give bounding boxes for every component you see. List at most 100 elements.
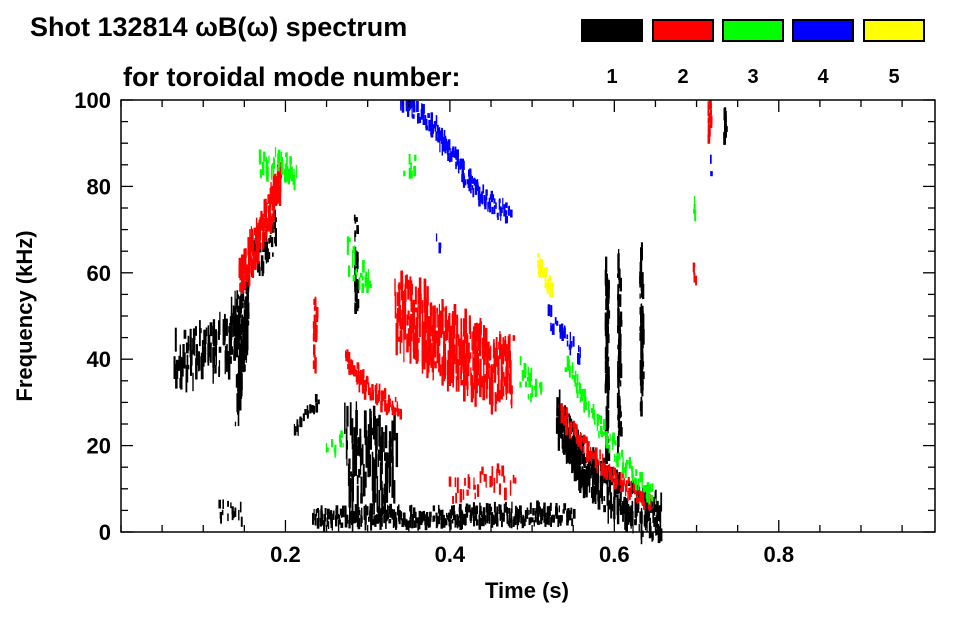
spectral-mark — [267, 248, 269, 263]
spectral-mark — [641, 313, 645, 331]
spectral-mark — [213, 352, 215, 374]
spectral-mark — [402, 291, 404, 318]
spectral-mark — [579, 347, 581, 358]
spectral-mark — [411, 516, 414, 529]
spectral-mark — [407, 281, 411, 290]
spectral-mark — [273, 221, 275, 233]
spectral-mark — [563, 503, 567, 511]
spectral-mark — [309, 405, 313, 412]
spectral-mark — [695, 275, 697, 286]
spectral-mark — [418, 305, 421, 337]
spectral-mark — [503, 503, 506, 513]
spectral-mark — [174, 327, 177, 352]
spectral-mark — [526, 376, 530, 382]
spectral-mark — [338, 515, 341, 520]
spectral-mark — [462, 339, 465, 368]
spectral-mark — [254, 254, 257, 265]
spectral-mark — [398, 512, 401, 525]
spectral-mark — [603, 419, 606, 430]
spectral-mark — [242, 283, 244, 309]
spectral-mark — [435, 131, 438, 141]
spectral-mark — [725, 126, 728, 133]
spectral-mark — [585, 482, 588, 498]
spectral-mark — [472, 513, 475, 518]
spectral-mark — [185, 373, 188, 393]
spectral-mark — [586, 439, 588, 450]
spectral-mark — [548, 509, 550, 519]
spectral-mark — [572, 508, 576, 519]
spectral-mark — [378, 422, 381, 428]
spectral-mark — [387, 452, 389, 468]
spectral-mark — [556, 408, 559, 416]
spectral-mark — [469, 168, 472, 180]
spectral-mark — [242, 276, 244, 285]
spectral-mark — [524, 381, 527, 388]
spectral-mark — [640, 475, 643, 482]
spectral-mark — [579, 466, 581, 475]
spectral-mark — [237, 386, 239, 392]
spectral-mark — [543, 506, 546, 517]
spectral-mark — [477, 323, 480, 351]
spectral-mark — [192, 372, 194, 392]
spectral-mark — [320, 505, 323, 517]
x-tick-label: 0.2 — [270, 542, 301, 567]
spectral-mark — [659, 528, 663, 542]
spectral-mark — [377, 454, 379, 467]
spectral-mark — [387, 404, 390, 413]
spectral-mark — [462, 341, 464, 355]
spectral-mark — [628, 507, 631, 523]
spectral-mark — [605, 417, 609, 424]
spectral-mark — [507, 207, 510, 216]
spectral-mark — [315, 307, 319, 318]
spectral-mark — [582, 469, 586, 482]
spectral-mark — [449, 148, 451, 157]
spectral-mark — [618, 390, 620, 398]
spectral-mark — [248, 268, 251, 287]
spectral-mark — [503, 206, 506, 217]
spectral-mark — [499, 504, 502, 514]
spectral-mark — [304, 409, 307, 415]
spectral-mark — [723, 107, 727, 115]
spectral-mark — [247, 290, 249, 299]
spectral-mark — [357, 437, 361, 456]
spectral-mark — [383, 515, 386, 524]
spectral-mark — [241, 314, 243, 333]
spectral-mark — [559, 408, 562, 414]
spectral-mark — [415, 318, 417, 331]
legend-label-mode-5: 5 — [888, 66, 899, 88]
spectral-mark — [371, 503, 374, 515]
spectral-mark — [434, 361, 437, 369]
spectral-mark — [229, 336, 232, 356]
spectral-mark — [460, 318, 463, 340]
mode-1-feature — [293, 394, 320, 436]
spectral-mark — [624, 467, 627, 479]
spectral-mark — [592, 468, 594, 492]
spectral-mark — [312, 360, 315, 369]
spectral-mark — [351, 418, 354, 443]
spectral-mark — [242, 330, 245, 346]
spectral-mark — [433, 121, 437, 129]
spectral-mark — [218, 366, 220, 377]
spectral-mark — [493, 350, 497, 383]
spectral-mark — [456, 149, 459, 160]
spectral-mark — [267, 194, 270, 203]
spectral-mark — [222, 329, 225, 345]
spectral-mark — [610, 477, 614, 483]
spectral-mark — [599, 475, 602, 498]
spectral-mark — [215, 364, 217, 374]
spectral-mark — [619, 349, 622, 366]
spectral-mark — [438, 353, 441, 373]
spectral-mark — [424, 519, 428, 531]
spectral-mark — [707, 101, 709, 113]
spectral-mark — [250, 226, 252, 240]
spectral-mark — [454, 514, 457, 521]
spectral-mark — [651, 501, 653, 508]
spectral-mark — [422, 103, 425, 114]
spectral-mark — [497, 355, 500, 375]
spectral-mark — [444, 518, 447, 526]
spectral-mark — [419, 293, 422, 304]
spectral-mark — [603, 467, 605, 479]
spectral-mark — [582, 482, 585, 491]
spectral-mark — [604, 384, 607, 394]
spectral-mark — [370, 519, 373, 531]
